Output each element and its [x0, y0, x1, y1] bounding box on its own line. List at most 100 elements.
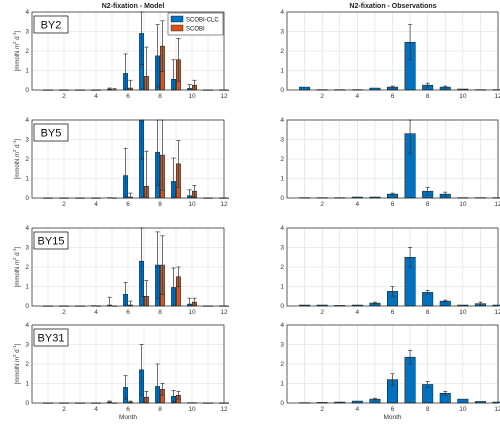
y-axis-label: [mmolN m2 d-1] — [12, 138, 21, 179]
legend: SCOBI-CLC SCOBI — [167, 12, 224, 36]
x-tick-label: 8 — [158, 406, 162, 413]
y-tick-label: 4 — [280, 322, 284, 329]
bar-by31-obs-obs-m10 — [457, 398, 469, 404]
y-tick-label: 2 — [280, 48, 284, 55]
x-tick-label: 10 — [459, 201, 467, 208]
y-tick-label: 3 — [280, 29, 284, 36]
y-axis-label-part: -1 — [12, 32, 17, 36]
station-label: BY2 — [41, 20, 62, 32]
obs-column-title: N2-fixation - Observations — [349, 3, 436, 10]
x-tick-label: 2 — [62, 201, 66, 208]
x-tick-label: 2 — [320, 309, 324, 316]
y-axis-label-part: [mmolN m — [15, 357, 21, 384]
y-tick-label: 4 — [25, 117, 29, 124]
bar-by31-model-scobi-m12 — [224, 402, 229, 404]
y-tick-label: 0 — [280, 87, 284, 94]
y-axis-label-part: ] — [15, 343, 21, 345]
y-axis-label: [mmolN m2 d-1] — [12, 30, 21, 71]
y-axis-label-part: [mmolN m — [15, 152, 21, 179]
y-axis-label-part: [mmolN m — [15, 260, 21, 287]
y-tick-label: 4 — [25, 322, 29, 329]
station-label: BY31 — [38, 333, 65, 345]
x-tick-label: 12 — [220, 309, 228, 316]
bar-by5-model-scobi-m12 — [224, 197, 229, 199]
y-tick-label: 1 — [25, 68, 29, 75]
legend-entry: SCOBI-CLC — [186, 18, 219, 24]
x-tick-label: 6 — [391, 93, 395, 100]
x-tick-label: 4 — [94, 309, 98, 316]
axes-box — [31, 227, 225, 307]
y-axis-label-part: [mmolN m — [15, 44, 21, 71]
y-tick-label: 3 — [25, 137, 29, 144]
y-tick-label: 3 — [280, 137, 284, 144]
y-tick-label: 1 — [280, 68, 284, 75]
x-tick-label: 10 — [459, 309, 467, 316]
x-tick-label: 2 — [320, 406, 324, 413]
x-tick-label: 2 — [320, 93, 324, 100]
y-tick-label: 0 — [25, 195, 29, 202]
axes-box — [286, 11, 499, 91]
x-tick-label: 8 — [158, 93, 162, 100]
axes-box — [286, 119, 499, 199]
x-tick-label: 6 — [391, 309, 395, 316]
y-tick-label: 3 — [25, 29, 29, 36]
x-tick-label: 6 — [391, 406, 395, 413]
y-tick-label: 4 — [25, 225, 29, 232]
x-tick-label: 10 — [188, 93, 196, 100]
bar-by2-model-scobi-m12 — [224, 89, 229, 91]
x-axis-label: Month — [383, 414, 401, 421]
x-tick-label: 2 — [320, 201, 324, 208]
x-tick-label: 4 — [356, 406, 360, 413]
x-tick-label: 10 — [188, 309, 196, 316]
y-tick-label: 1 — [280, 284, 284, 291]
x-tick-label: 4 — [356, 93, 360, 100]
x-tick-label: 12 — [220, 93, 228, 100]
model-column-title: N2-fixation - Model — [102, 3, 165, 10]
y-tick-label: 2 — [280, 156, 284, 163]
bar-by2-obs-obs-m1 — [299, 86, 311, 91]
x-tick-label: 12 — [494, 93, 500, 100]
station-label: BY15 — [38, 236, 65, 248]
x-tick-label: 12 — [494, 201, 500, 208]
y-axis-label-part: 2 — [12, 354, 17, 357]
x-tick-label: 2 — [62, 406, 66, 413]
x-tick-label: 2 — [62, 309, 66, 316]
y-tick-label: 4 — [280, 225, 284, 232]
axes-box — [286, 227, 499, 307]
x-tick-label: 2 — [62, 93, 66, 100]
y-axis-label-part: d — [15, 349, 21, 354]
x-tick-label: 6 — [126, 309, 130, 316]
y-axis-label-part: ] — [15, 138, 21, 140]
x-tick-label: 8 — [158, 201, 162, 208]
y-tick-label: 2 — [25, 264, 29, 271]
y-tick-label: 2 — [25, 361, 29, 368]
x-tick-label: 4 — [94, 201, 98, 208]
bar-by15-model-scobi-m12 — [224, 305, 229, 307]
x-tick-label: 10 — [459, 93, 467, 100]
x-tick-label: 12 — [220, 201, 228, 208]
y-tick-label: 2 — [25, 48, 29, 55]
x-tick-label: 10 — [459, 406, 467, 413]
station-label-box — [33, 123, 69, 142]
y-tick-label: 1 — [280, 381, 284, 388]
x-tick-label: 4 — [356, 201, 360, 208]
y-tick-label: 1 — [25, 381, 29, 388]
y-axis-label-part: 2 — [12, 149, 17, 152]
y-tick-label: 1 — [280, 176, 284, 183]
station-label-box — [33, 15, 69, 34]
y-axis-label-part: 2 — [12, 257, 17, 260]
y-axis-label-part: ] — [15, 246, 21, 248]
x-tick-label: 4 — [94, 406, 98, 413]
x-tick-label: 4 — [94, 93, 98, 100]
station-label-box — [33, 231, 69, 250]
station-label: BY5 — [41, 128, 62, 140]
axes-box — [31, 119, 225, 199]
x-axis-label: Month — [119, 414, 137, 421]
